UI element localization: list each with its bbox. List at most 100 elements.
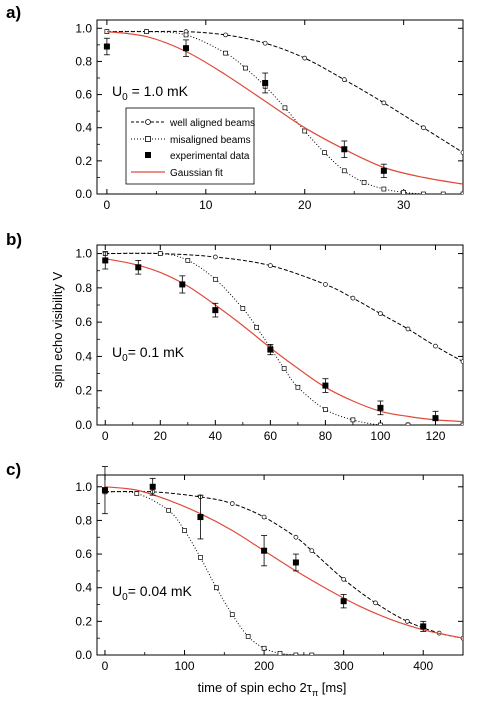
well-aligned-point xyxy=(433,343,438,349)
series-well-aligned-line xyxy=(104,490,463,639)
annotation-suffix: = 0.1 mK xyxy=(128,344,185,360)
misaligned-point xyxy=(341,168,347,174)
misaligned-point xyxy=(440,191,446,194)
y-tick-label: 1.0 xyxy=(75,247,92,261)
misaligned-point xyxy=(277,650,283,655)
x-tick-label: 100 xyxy=(370,429,390,443)
well-aligned-point xyxy=(293,534,299,540)
x-tick-label: 300 xyxy=(334,659,354,673)
panel-annotation: U0= 0.04 mK xyxy=(112,583,193,603)
annotation-prefix: U xyxy=(112,83,122,99)
experimental-point xyxy=(149,483,156,490)
well-aligned-point xyxy=(373,600,378,606)
y-tick-label: 0.8 xyxy=(75,281,92,295)
panel-label: c) xyxy=(6,460,21,479)
experimental-point xyxy=(212,307,219,314)
well-aligned-point xyxy=(212,254,218,260)
well-aligned-point xyxy=(223,32,228,38)
panel-label: a) xyxy=(6,3,21,22)
y-tick-label: 0.8 xyxy=(75,54,92,68)
x-tick-label: 60 xyxy=(264,429,278,443)
well-aligned-point xyxy=(323,282,328,287)
annotation-subscript: 0 xyxy=(122,92,128,103)
legend-label-well-aligned: well aligned beams xyxy=(169,118,255,129)
series-misaligned-line xyxy=(106,30,463,194)
experimental-point xyxy=(292,559,299,566)
misaligned-point xyxy=(309,652,315,655)
plot-frame xyxy=(96,474,464,656)
well-aligned-point xyxy=(460,150,463,155)
plot-frame xyxy=(96,19,464,195)
experimental-point xyxy=(380,167,387,174)
misaligned-point xyxy=(460,422,463,425)
misaligned-point xyxy=(421,191,426,194)
x-tick-label: 20 xyxy=(154,429,168,443)
well-aligned-point xyxy=(404,619,410,624)
experimental-point xyxy=(197,514,204,521)
legend: well aligned beams misaligned beams expe… xyxy=(125,107,255,185)
x-tick-label: 20 xyxy=(298,198,312,212)
well-aligned-point xyxy=(309,548,315,554)
misaligned-point xyxy=(323,407,328,412)
well-aligned-point xyxy=(302,55,308,61)
y-tick-label: 0.6 xyxy=(75,88,92,102)
misaligned-point xyxy=(144,29,149,34)
annotation-prefix: U xyxy=(112,583,122,599)
y-tick-label: 0.2 xyxy=(75,154,92,168)
misaligned-point xyxy=(302,128,308,134)
misaligned-point xyxy=(223,50,228,56)
misaligned-point xyxy=(460,191,463,194)
experimental-point xyxy=(101,487,108,494)
y-tick-label: 0.0 xyxy=(75,418,92,432)
misaligned-point xyxy=(183,32,189,38)
misaligned-point xyxy=(378,422,383,425)
misaligned-point xyxy=(134,491,140,496)
series-gaussian-fit xyxy=(105,258,463,423)
experimental-point xyxy=(135,264,142,271)
well-aligned-point xyxy=(421,125,426,131)
x-tick-label: 200 xyxy=(254,659,274,673)
legend-label-experimental: experimental data xyxy=(170,151,250,162)
experimental-point xyxy=(267,346,274,353)
y-tick-label: 0.6 xyxy=(75,547,92,561)
panel-annotation: U0= 0.1 mK xyxy=(112,344,185,364)
series-misaligned-line xyxy=(104,491,312,655)
plot-area xyxy=(102,251,463,425)
series-gaussian-fit xyxy=(106,31,463,185)
panel-annotation: U0 = 1.0 mK xyxy=(112,83,189,103)
x-axis-label-sub: π xyxy=(312,688,318,698)
plot-area xyxy=(102,486,463,655)
annotation-prefix: U xyxy=(112,344,122,360)
misaligned-point xyxy=(261,645,267,651)
series-well-aligned-line xyxy=(106,30,463,154)
well-aligned-point xyxy=(350,295,356,301)
x-tick-label: 30 xyxy=(397,198,411,212)
x-tick-label: 80 xyxy=(319,429,333,443)
misaligned-point xyxy=(350,417,356,423)
x-tick-label: 120 xyxy=(425,429,445,443)
misaligned-point xyxy=(381,186,387,192)
y-tick-label: 0.4 xyxy=(75,121,92,135)
y-tick-label: 0.4 xyxy=(75,349,92,363)
x-axis-label: time of spin echo 2τπ [ms] xyxy=(198,680,347,698)
misaligned-point xyxy=(322,150,327,155)
well-aligned-point xyxy=(341,77,347,83)
series-well-aligned-line xyxy=(105,252,463,363)
x-axis-label-unit: [ms] xyxy=(318,680,346,695)
misaligned-point xyxy=(282,105,288,111)
misaligned-point xyxy=(229,612,235,617)
y-tick-label: 1.0 xyxy=(75,480,92,494)
experimental-point xyxy=(261,547,268,554)
experimental-point xyxy=(420,623,427,630)
experimental-point xyxy=(432,415,439,422)
misaligned-point xyxy=(405,422,411,425)
experimental-point xyxy=(183,45,190,52)
misaligned-point xyxy=(212,276,218,282)
experimental-point xyxy=(322,382,329,389)
x-tick-label: 0 xyxy=(102,429,109,443)
